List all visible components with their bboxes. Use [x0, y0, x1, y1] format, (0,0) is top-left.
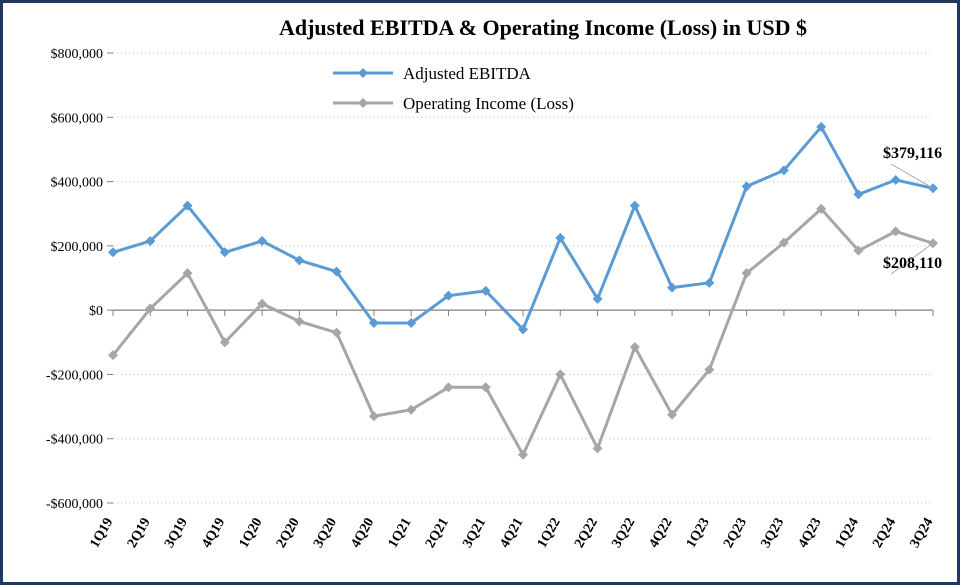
x-axis-label: 1Q21	[386, 516, 415, 551]
x-axis-label: 1Q23	[684, 516, 713, 551]
y-axis-label: $600,000	[51, 111, 104, 126]
marker-diamond	[294, 255, 304, 265]
x-axis-label: 1Q22	[535, 516, 564, 551]
x-axis-label: 2Q20	[274, 516, 303, 551]
legend-label: Operating Income (Loss)	[403, 94, 574, 113]
x-axis-label: 4Q20	[348, 516, 377, 551]
y-axis-label: -$600,000	[46, 497, 103, 512]
legend-label: Adjusted EBITDA	[403, 64, 532, 83]
data-label: $208,110	[883, 255, 942, 272]
data-label: $379,116	[883, 145, 942, 162]
marker-diamond	[742, 181, 752, 191]
chart-title: Adjusted EBITDA & Operating Income (Loss…	[279, 15, 807, 40]
marker-diamond	[704, 278, 714, 288]
chart-container: -$600,000 -$400,000 -$200,000 $0 $200,000 $40…	[0, 0, 960, 585]
x-axis-label: 3Q24	[908, 516, 937, 551]
chart-svg: -$600,000 -$400,000 -$200,000 $0 $200,000 $40…	[3, 3, 957, 582]
marker-diamond	[891, 226, 901, 236]
marker-diamond	[332, 328, 342, 338]
x-axis-label: 3Q22	[609, 516, 638, 551]
marker-diamond	[555, 369, 565, 379]
y-axis-label: -$400,000	[46, 433, 103, 448]
x-axis-label: 3Q21	[460, 516, 489, 551]
marker-diamond	[369, 411, 379, 421]
x-axis-label: 2Q23	[721, 516, 750, 551]
x-axis-label: 2Q24	[870, 516, 899, 551]
marker-diamond	[358, 68, 368, 78]
y-axis-label: $400,000	[51, 176, 104, 191]
x-axis-label: 3Q20	[311, 516, 340, 551]
x-axis-label: 4Q22	[647, 516, 676, 551]
x-axis-label: 2Q19	[125, 516, 154, 551]
x-axis-label: 4Q21	[498, 516, 527, 551]
x-axis-label: 2Q21	[423, 516, 452, 551]
y-axis-label: $0	[89, 304, 103, 319]
x-axis-label: 2Q22	[572, 516, 601, 551]
marker-diamond	[257, 236, 267, 246]
marker-diamond	[891, 175, 901, 185]
y-axis-label: -$200,000	[46, 368, 103, 383]
marker-diamond	[630, 201, 640, 211]
x-axis-label: 4Q19	[199, 516, 228, 551]
x-axis-label: 1Q19	[88, 516, 117, 551]
marker-diamond	[294, 316, 304, 326]
series-line-0	[113, 127, 933, 329]
marker-diamond	[108, 247, 118, 257]
marker-diamond	[358, 98, 368, 108]
marker-diamond	[593, 443, 603, 453]
x-axis-label: 1Q20	[237, 516, 266, 551]
y-axis-label: $200,000	[51, 240, 104, 255]
x-axis-label: 3Q19	[162, 516, 191, 551]
x-axis-label: 3Q23	[758, 516, 787, 551]
x-axis-label: 1Q24	[833, 516, 862, 551]
x-axis-label: 4Q23	[796, 516, 825, 551]
marker-diamond	[667, 283, 677, 293]
y-axis-label: $800,000	[51, 47, 104, 62]
